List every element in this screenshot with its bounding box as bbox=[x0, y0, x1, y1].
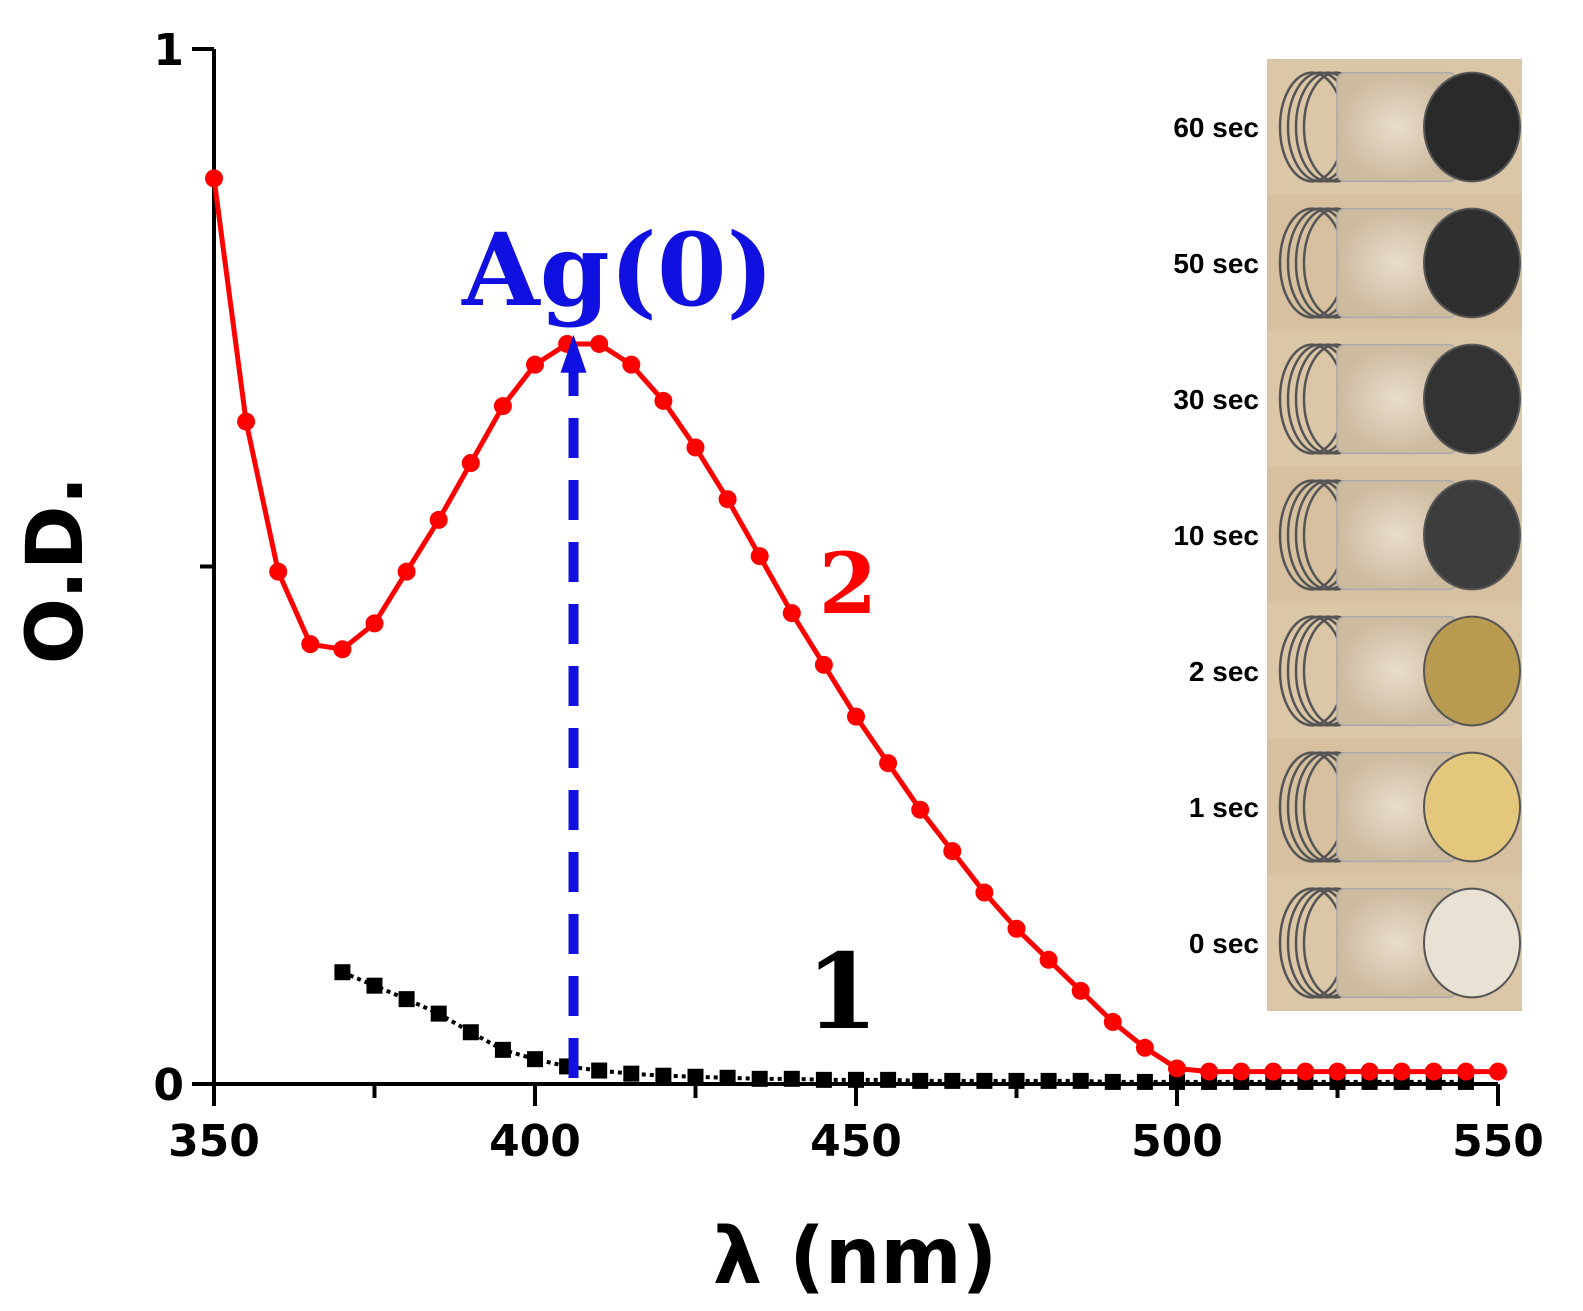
axis-tick-labels: 350 400 450 500 550 0 1 bbox=[153, 25, 1544, 1167]
series-2-point bbox=[237, 412, 256, 431]
y-tick-label: 0 bbox=[153, 1060, 184, 1111]
x-tick-label: 450 bbox=[810, 1116, 902, 1167]
series-2-point bbox=[879, 754, 898, 773]
series-1-point bbox=[976, 1072, 993, 1089]
series-1-point bbox=[751, 1070, 768, 1087]
series-1-point bbox=[1104, 1073, 1121, 1090]
series-2-point bbox=[1168, 1059, 1186, 1078]
series-2-point bbox=[461, 454, 480, 472]
time-label: 50 sec bbox=[1173, 248, 1259, 279]
y-axis-title: O.D. bbox=[11, 476, 101, 665]
series-2-point bbox=[493, 397, 512, 416]
series-1-point bbox=[1072, 1072, 1089, 1089]
series-1-point bbox=[783, 1070, 800, 1087]
series-2-point bbox=[654, 391, 673, 410]
ag-arrow-head bbox=[560, 334, 587, 373]
series-2-point bbox=[847, 707, 865, 726]
series-2-point bbox=[782, 604, 801, 623]
series-2-point bbox=[333, 640, 352, 659]
series-2-point bbox=[1103, 1012, 1122, 1031]
series-2-point bbox=[686, 438, 705, 457]
series-2-point bbox=[718, 490, 737, 509]
series-1-point bbox=[591, 1062, 608, 1079]
series-1-point bbox=[623, 1065, 640, 1082]
series-1-point bbox=[815, 1071, 832, 1088]
series-2-point bbox=[911, 800, 930, 819]
x-tick-label: 350 bbox=[168, 1116, 260, 1167]
series-2-point bbox=[1456, 1062, 1475, 1081]
vial-contents bbox=[1423, 751, 1521, 863]
series-1-point bbox=[366, 977, 383, 994]
x-tick-label: 550 bbox=[1452, 1116, 1544, 1167]
series-2-point bbox=[526, 355, 544, 374]
vial-photo-inset: 60 sec 50 sec 30 sec 10 sec 2 sec 1 sec 0 sec bbox=[1173, 59, 1522, 1011]
series-2-point bbox=[1360, 1062, 1379, 1081]
series-1-point bbox=[912, 1072, 929, 1089]
time-label: 0 sec bbox=[1189, 928, 1259, 959]
series-2-point bbox=[1200, 1062, 1219, 1081]
series-2-point bbox=[365, 614, 384, 633]
series-1-point bbox=[1136, 1073, 1153, 1090]
time-label: 30 sec bbox=[1173, 384, 1259, 415]
series-1-point bbox=[687, 1068, 704, 1085]
series-2-point bbox=[622, 355, 641, 374]
series-1-point bbox=[527, 1051, 543, 1068]
series-1-point bbox=[848, 1071, 864, 1088]
series-2-point bbox=[590, 334, 609, 353]
series-2-point bbox=[750, 547, 769, 566]
series-2-point bbox=[1071, 981, 1090, 1000]
series-2-point bbox=[1296, 1062, 1315, 1081]
series-2-point bbox=[1424, 1062, 1443, 1081]
vial-contents bbox=[1423, 207, 1521, 319]
series-2-point bbox=[1489, 1062, 1507, 1081]
ag-peak-arrow bbox=[560, 334, 587, 1078]
x-tick-label: 400 bbox=[489, 1116, 581, 1167]
series-2-point bbox=[975, 883, 994, 902]
series-2-point bbox=[1232, 1062, 1251, 1081]
series-2-point bbox=[1135, 1038, 1154, 1057]
ag-label: Ag(0) bbox=[461, 211, 774, 329]
series-2-point bbox=[429, 510, 448, 529]
x-axis-title: λ (nm) bbox=[713, 1212, 998, 1302]
series-2-label: 2 bbox=[819, 534, 877, 633]
vial-contents bbox=[1423, 71, 1521, 183]
time-label: 1 sec bbox=[1189, 792, 1259, 823]
series-2-point bbox=[1392, 1062, 1411, 1081]
vial-contents bbox=[1423, 887, 1521, 999]
series-2-point bbox=[1007, 919, 1026, 938]
time-label: 10 sec bbox=[1173, 520, 1259, 551]
vial-contents bbox=[1423, 479, 1521, 591]
series-1-point bbox=[1008, 1072, 1025, 1089]
series-1-point bbox=[494, 1041, 511, 1058]
vial-contents bbox=[1423, 615, 1521, 727]
series-1-point bbox=[430, 1005, 447, 1022]
series-1-label: 1 bbox=[806, 930, 878, 1053]
series-1-point bbox=[334, 964, 351, 981]
series-2-point bbox=[205, 169, 223, 188]
series-2-point bbox=[814, 655, 833, 674]
series-1-point bbox=[880, 1071, 897, 1088]
series-1-point bbox=[1040, 1072, 1057, 1089]
series-2-point bbox=[1264, 1062, 1283, 1081]
series-2-point bbox=[1328, 1062, 1347, 1081]
series-2-point bbox=[943, 842, 962, 861]
y-tick-label: 1 bbox=[153, 25, 184, 76]
vial-contents bbox=[1423, 343, 1521, 455]
series-2-point bbox=[397, 562, 416, 581]
series-1-point bbox=[398, 991, 415, 1008]
series-1-point bbox=[1169, 1073, 1185, 1090]
series-layer bbox=[205, 169, 1507, 1090]
time-label: 2 sec bbox=[1189, 656, 1259, 687]
series-2-point bbox=[301, 635, 320, 654]
x-tick-label: 500 bbox=[1131, 1116, 1223, 1167]
series-2-point bbox=[269, 562, 288, 581]
time-label: 60 sec bbox=[1173, 112, 1259, 143]
series-2-point bbox=[1039, 950, 1058, 969]
series-1-point bbox=[655, 1067, 672, 1084]
series-1-point bbox=[719, 1069, 736, 1086]
series-1-point bbox=[944, 1072, 961, 1089]
series-1-point bbox=[462, 1024, 479, 1041]
